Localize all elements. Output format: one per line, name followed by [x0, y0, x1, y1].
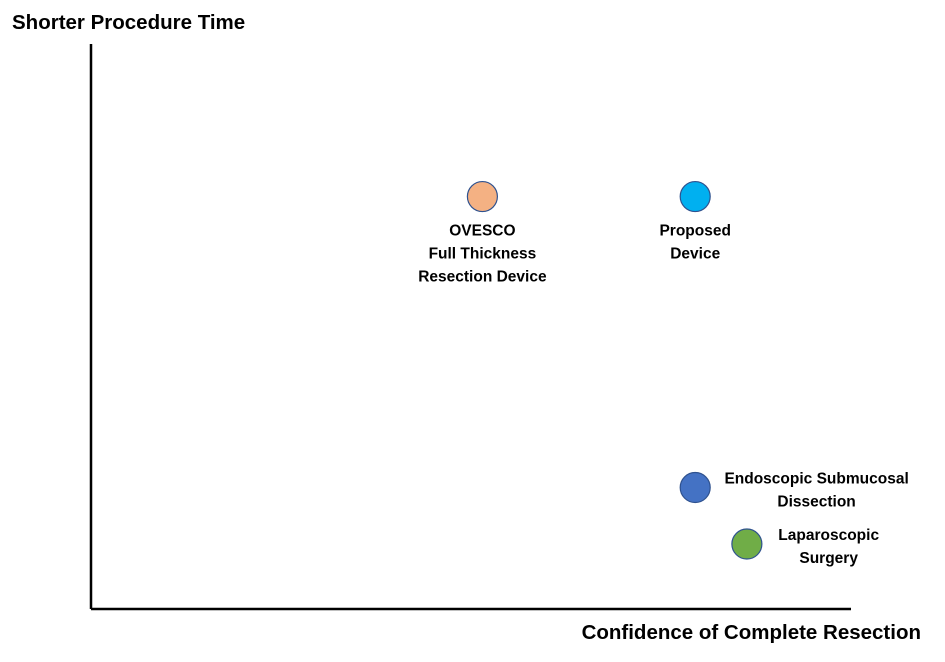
data-point: [731, 528, 763, 560]
x-axis-title: Confidence of Complete Resection: [582, 621, 921, 644]
data-point-label-line: Resection Device: [418, 269, 547, 286]
data-point-label: Laparoscopic Surgery: [778, 527, 879, 567]
data-point: [466, 180, 498, 213]
data-point: [679, 471, 711, 504]
data-point-group: Laparoscopic Surgery: [731, 527, 879, 567]
data-point-label-line: Proposed: [659, 223, 730, 240]
data-point-label-line: Dissection: [777, 494, 855, 511]
data-point-group: Endoscopic Submucosal Dissection: [679, 471, 909, 511]
data-point-label: OVESCO Full Thickness Resection Device: [418, 223, 547, 286]
data-point-label-line: Endoscopic Submucosal: [724, 471, 908, 488]
data-point: [679, 180, 711, 213]
data-point-label: Proposed Device: [659, 223, 730, 263]
data-point-label-line: Device: [670, 246, 720, 263]
data-point-label-line: Surgery: [799, 550, 858, 567]
data-point-group: OVESCO Full Thickness Resection Device: [418, 180, 547, 286]
data-point-label-line: OVESCO: [449, 223, 515, 240]
y-axis-title: Shorter Procedure Time: [12, 11, 245, 34]
data-point-label-line: Full Thickness: [429, 246, 537, 263]
points-layer: OVESCO Full Thickness Resection Device Prop…: [418, 180, 909, 567]
data-point-label-line: Laparoscopic: [778, 527, 879, 544]
data-point-group: Proposed Device: [659, 180, 731, 263]
data-point-label: Endoscopic Submucosal Dissection: [724, 471, 908, 511]
